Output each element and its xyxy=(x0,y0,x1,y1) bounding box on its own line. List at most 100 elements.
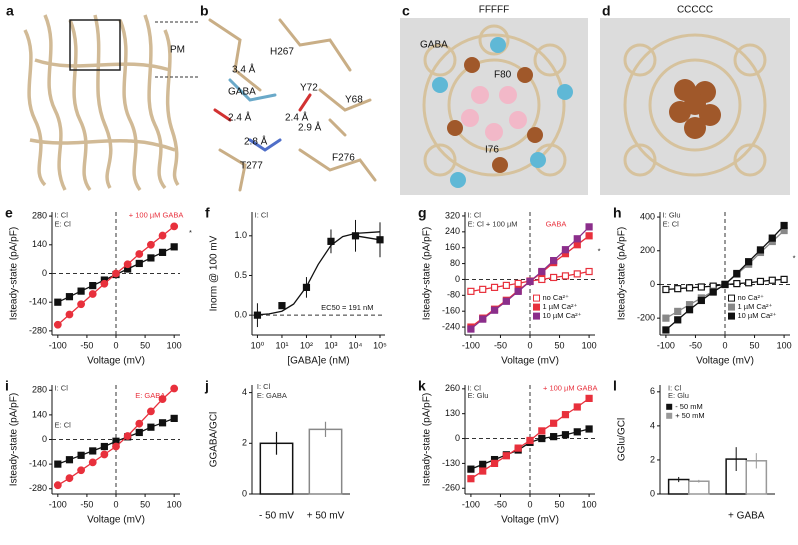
data-point xyxy=(550,433,558,441)
structure-label: 2.4 Å xyxy=(228,111,252,124)
x-tick-label: 100 xyxy=(582,499,597,509)
legend-label: - 50 mM xyxy=(675,402,703,411)
x-tick-label: 50 xyxy=(140,499,150,509)
x-tick-label: -100 xyxy=(462,340,480,350)
data-point xyxy=(77,300,85,309)
data-point xyxy=(662,314,670,322)
y-axis-label: GGlu/GCl xyxy=(617,418,628,461)
annotation: E: GABA xyxy=(257,391,287,400)
y-tick-label: -140 xyxy=(29,458,47,468)
annotation: E: Cl xyxy=(55,219,72,228)
annotation: + 100 µM GABA xyxy=(129,211,184,220)
y-tick-label: -280 xyxy=(29,325,47,335)
structure-label: 3.4 Å xyxy=(232,63,256,76)
y-tick-label: 2 xyxy=(242,438,247,448)
legend-swatch xyxy=(533,312,540,320)
x-tick-label: 50 xyxy=(555,340,565,350)
annotation: I: Cl xyxy=(468,383,482,392)
data-point xyxy=(170,414,178,423)
x-tick-label: -100 xyxy=(462,499,480,509)
annotation: + 100 µM GABA xyxy=(543,383,598,392)
y-tick-label: 0 xyxy=(455,433,460,443)
structure-label: GABA xyxy=(228,87,256,98)
y-axis-label: Isteady-state (pA/pF) xyxy=(422,393,433,486)
y-tick-label: 320 xyxy=(445,210,460,220)
structure-label: GABA xyxy=(420,40,448,51)
x-tick-label: 10³ xyxy=(324,340,337,350)
y-axis-label: Isteady-state (pA/pF) xyxy=(9,227,20,320)
data-point xyxy=(135,250,144,258)
y-tick-label: 130 xyxy=(445,408,460,418)
data-point xyxy=(514,287,522,295)
x-axis-label: Voltage (mV) xyxy=(501,356,559,367)
x-tick-label: 10⁵ xyxy=(373,340,387,350)
data-point xyxy=(467,475,475,483)
legend-swatch xyxy=(666,403,673,410)
data-point xyxy=(88,290,97,298)
data-point xyxy=(53,481,62,490)
x-tick-label: -100 xyxy=(657,340,675,350)
data-point xyxy=(697,296,705,305)
annotation: E: Cl + 100 µM xyxy=(468,219,518,228)
data-point xyxy=(538,267,546,276)
data-point xyxy=(585,267,593,276)
y-tick-label: -160 xyxy=(442,306,460,316)
legend-label: 1 µM Ca²⁺ xyxy=(738,302,773,311)
data-point xyxy=(573,241,581,249)
structure-label: T277 xyxy=(240,161,263,172)
data-point xyxy=(65,474,74,483)
legend-label: no Ca²⁺ xyxy=(738,293,765,302)
data-point xyxy=(585,232,593,240)
data-point xyxy=(538,427,546,435)
x-tick-label: 0 xyxy=(113,499,118,509)
x-tick-label: 100 xyxy=(167,340,182,350)
y-tick-label: 260 xyxy=(445,383,460,393)
data-point xyxy=(662,285,670,294)
y-tick-label: 6 xyxy=(650,386,655,396)
y-tick-label: 4 xyxy=(650,420,655,430)
annotation: I: Cl xyxy=(255,211,269,220)
data-point xyxy=(502,297,510,305)
annotation: * xyxy=(189,228,192,237)
data-point xyxy=(77,451,85,459)
data-point xyxy=(351,232,360,240)
y-tick-label: 0 xyxy=(42,268,47,278)
annotation: E: Glu xyxy=(668,391,689,400)
structure-d xyxy=(600,18,790,195)
data-point xyxy=(573,403,581,411)
y-tick-label: -140 xyxy=(29,297,47,307)
data-point xyxy=(100,442,108,451)
structure-b xyxy=(200,3,385,195)
data-point xyxy=(674,285,682,293)
y-tick-label: 280 xyxy=(32,385,47,395)
annotation: EC50 = 191 nM xyxy=(321,303,373,312)
data-point xyxy=(54,298,62,306)
series-line xyxy=(355,235,381,241)
legend-label: no Ca²⁺ xyxy=(543,293,570,302)
data-point xyxy=(768,234,776,242)
y-tick-label: 80 xyxy=(450,258,460,268)
x-tick-label: 10⁴ xyxy=(349,340,363,350)
legend-label: 10 µM Ca²⁺ xyxy=(738,311,777,320)
y-tick-label: 240 xyxy=(445,226,460,236)
data-point xyxy=(467,287,475,295)
data-point xyxy=(479,315,487,323)
annotation: E: Cl xyxy=(663,219,680,228)
data-point xyxy=(100,450,109,459)
y-tick-label: 280 xyxy=(32,210,47,220)
panel-label: i xyxy=(5,378,9,394)
data-point xyxy=(479,285,487,293)
data-point xyxy=(302,283,311,291)
legend-label: 1 µM Ca²⁺ xyxy=(543,302,578,311)
panel-label: f xyxy=(205,205,210,221)
y-tick-label: 2 xyxy=(650,454,655,464)
data-point xyxy=(89,447,97,455)
annotation: * xyxy=(793,254,796,263)
x-tick-label: -50 xyxy=(494,340,507,350)
data-point xyxy=(780,221,788,230)
data-point xyxy=(170,243,178,251)
data-point xyxy=(88,458,97,467)
panel-title: CCCCC xyxy=(677,5,713,16)
